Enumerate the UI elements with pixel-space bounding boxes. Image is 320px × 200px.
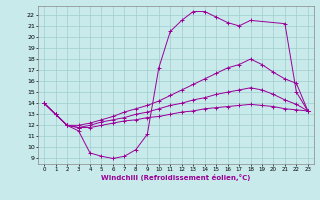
X-axis label: Windchill (Refroidissement éolien,°C): Windchill (Refroidissement éolien,°C) [101,174,251,181]
